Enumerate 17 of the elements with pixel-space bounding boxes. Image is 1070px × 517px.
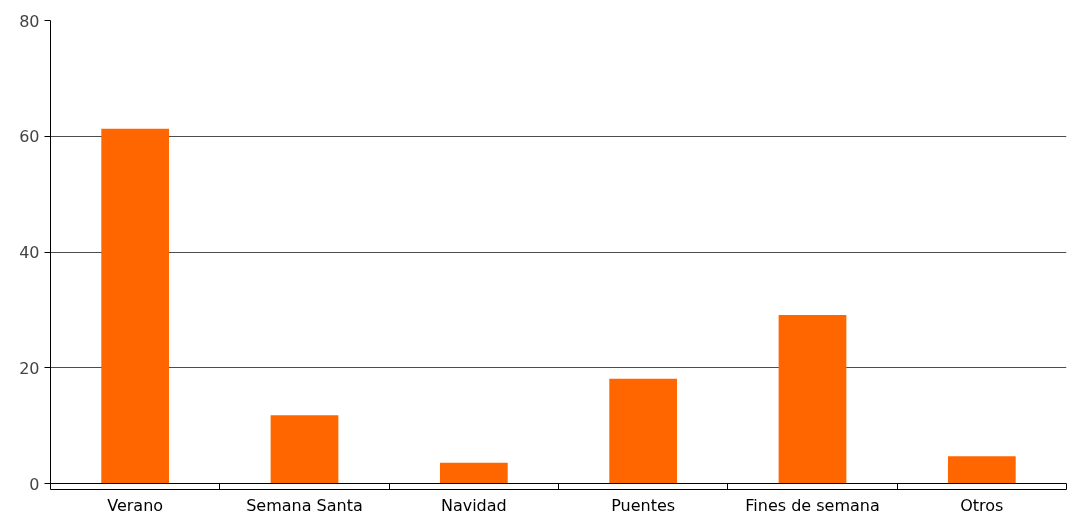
y-tick-label: 20 — [19, 358, 40, 378]
y-tick-label: 80 — [19, 11, 40, 31]
y-tick-label: 40 — [19, 243, 40, 262]
y-tick-label: 0 — [29, 474, 40, 494]
x-tick-label: Otros — [960, 495, 1004, 515]
bar — [101, 128, 170, 484]
x-tick-label: Fines de semana — [745, 495, 880, 515]
bar — [439, 462, 508, 484]
x-tick-label: Puentes — [611, 495, 676, 515]
x-tick-label: Navidad — [440, 495, 507, 515]
bar — [270, 415, 339, 484]
bar — [609, 378, 678, 484]
x-tick-label: Semana Santa — [246, 495, 363, 515]
bar — [778, 315, 847, 484]
y-tick-label: 60 — [19, 127, 40, 147]
bar — [947, 456, 1016, 484]
x-tick-label: Verano — [107, 495, 164, 515]
